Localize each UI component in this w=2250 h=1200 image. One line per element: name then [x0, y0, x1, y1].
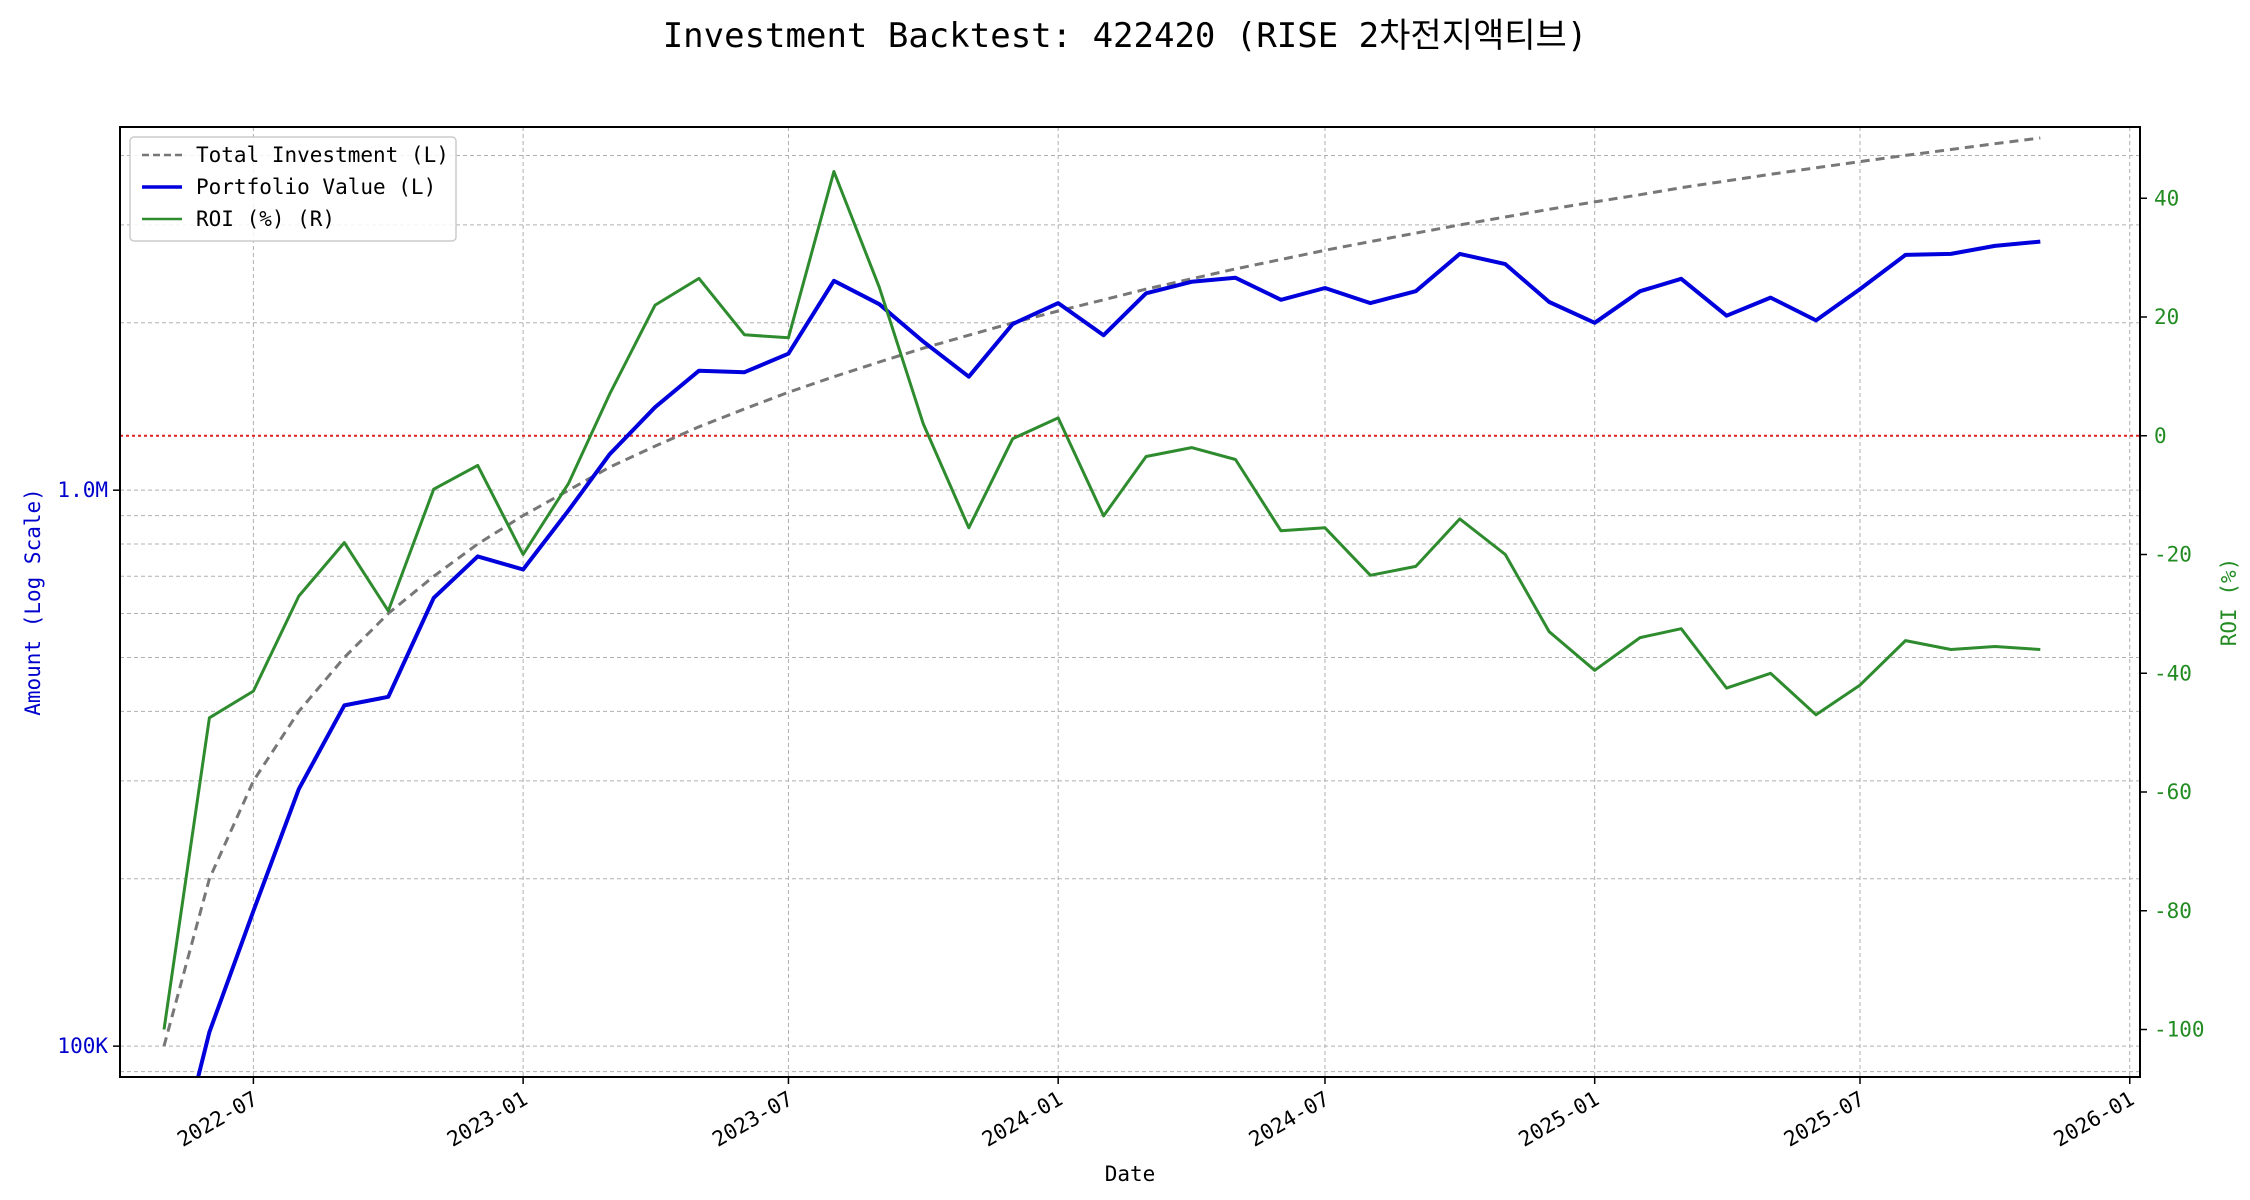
series-line-total-investment [162, 136, 2041, 1047]
right-tick-label: -100 [2154, 1018, 2205, 1042]
x-tick-label: 2025-07 [1780, 1087, 1869, 1152]
x-axis-label: Date [1105, 1162, 1156, 1186]
x-tick-label: 2026-01 [2050, 1087, 2139, 1152]
plot-frame [119, 126, 2141, 1078]
series-layer [162, 136, 2041, 1077]
x-tick-label: 2024-01 [978, 1087, 1067, 1152]
legend-label-portfolio: Portfolio Value (L) [196, 175, 436, 199]
left-axis-label: Amount (Log Scale) [21, 488, 45, 716]
legend-label-roi: ROI (%) (R) [196, 207, 335, 231]
x-tick-label: 2024-07 [1245, 1087, 1334, 1152]
right-tick-label: 40 [2154, 186, 2179, 210]
right-axis-ticks: 40 20 0 -20 -40 -60 -80 -100 [2140, 186, 2205, 1042]
x-tick-label: 2023-07 [708, 1087, 797, 1152]
chart-title: Investment Backtest: 422420 (RISE 2차전지액티… [663, 16, 1588, 56]
right-axis-label: ROI (%) [2217, 558, 2241, 647]
x-tick-label: 2022-07 [173, 1087, 262, 1152]
legend: Total Investment (L) Portfolio Value (L)… [129, 136, 457, 242]
legend-label-investment: Total Investment (L) [196, 143, 449, 167]
right-tick-label: 20 [2154, 305, 2179, 329]
x-axis-ticks: 2022-07 2023-01 2023-07 2024-01 2024-07 2025-… [173, 1077, 2138, 1152]
right-tick-label: -40 [2154, 661, 2192, 685]
left-tick-label: 100K [57, 1034, 108, 1058]
x-tick-label: 2025-01 [1515, 1087, 1604, 1152]
series-line-portfolio-value [196, 239, 2041, 1077]
left-axis-ticks: 100K 1.0M [57, 478, 120, 1058]
right-tick-label: -80 [2154, 899, 2192, 923]
legend-box [129, 136, 457, 242]
right-tick-label: -60 [2154, 780, 2192, 804]
series-line-roi [162, 170, 2041, 1030]
x-tick-label: 2023-01 [443, 1087, 532, 1152]
right-tick-label: 0 [2154, 424, 2167, 448]
right-tick-label: -20 [2154, 543, 2192, 567]
left-tick-label: 1.0M [57, 478, 108, 502]
grid-lines [120, 127, 2140, 1077]
